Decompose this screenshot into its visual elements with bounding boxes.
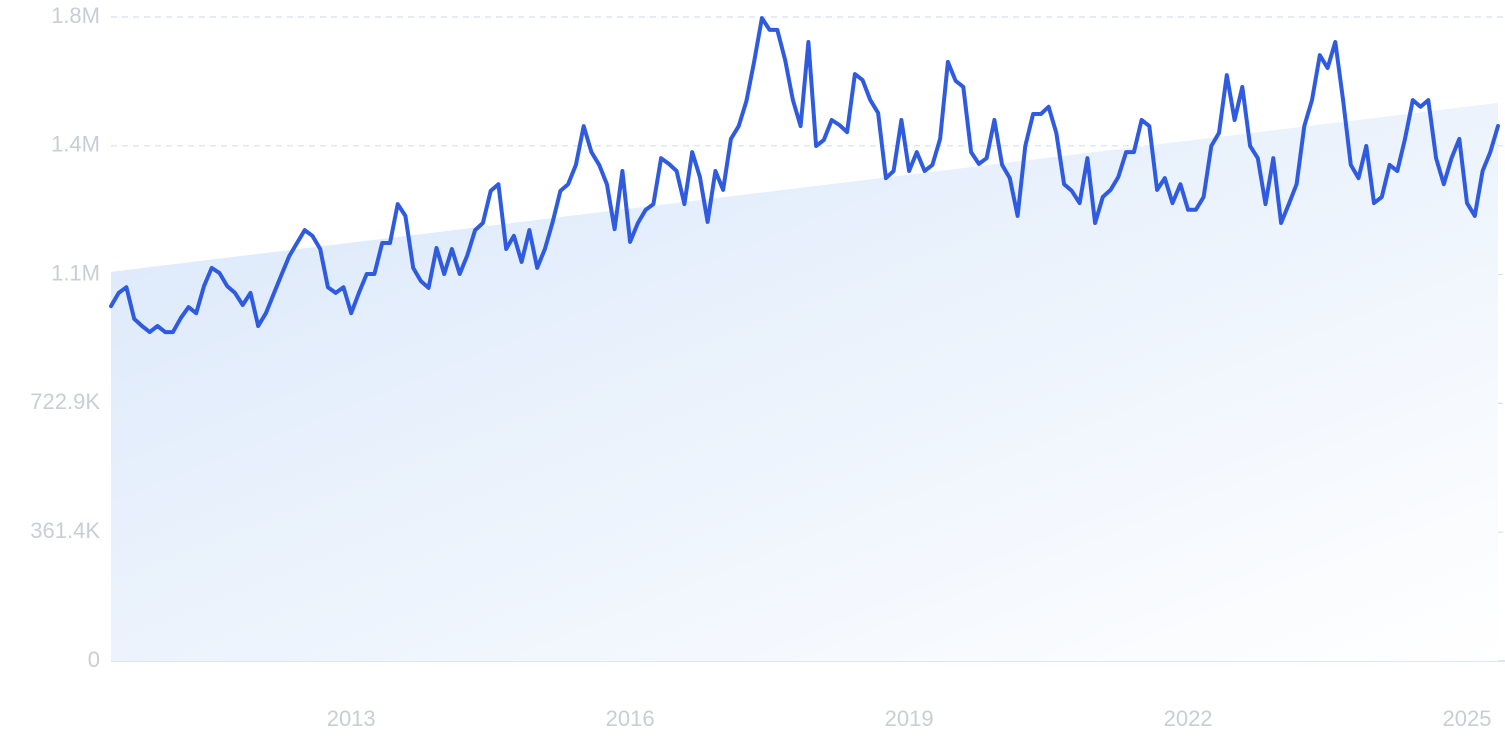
x-tick-label: 2022 <box>1164 706 1213 731</box>
trend-area-group <box>111 102 1498 661</box>
data-line <box>109 16 1500 335</box>
y-tick-label: 0 <box>88 647 100 672</box>
x-tick-label: 2025 <box>1443 706 1492 731</box>
y-tick-label: 1.8M <box>51 3 100 28</box>
y-tick-label: 1.1M <box>51 260 100 285</box>
x-tick-label: 2013 <box>327 706 376 731</box>
x-tick-label: 2019 <box>885 706 934 731</box>
trend-area <box>111 102 1498 661</box>
line-group <box>109 16 1500 335</box>
y-tick-label: 1.4M <box>51 132 100 157</box>
labels: 0 361.4K 722.9K 1.1M 1.4M 1.8M 2013 2016 2019 202… <box>30 3 1491 731</box>
y-tick-label: 361.4K <box>30 518 100 543</box>
y-tick-label: 722.9K <box>30 389 100 414</box>
x-tick-label: 2016 <box>606 706 655 731</box>
